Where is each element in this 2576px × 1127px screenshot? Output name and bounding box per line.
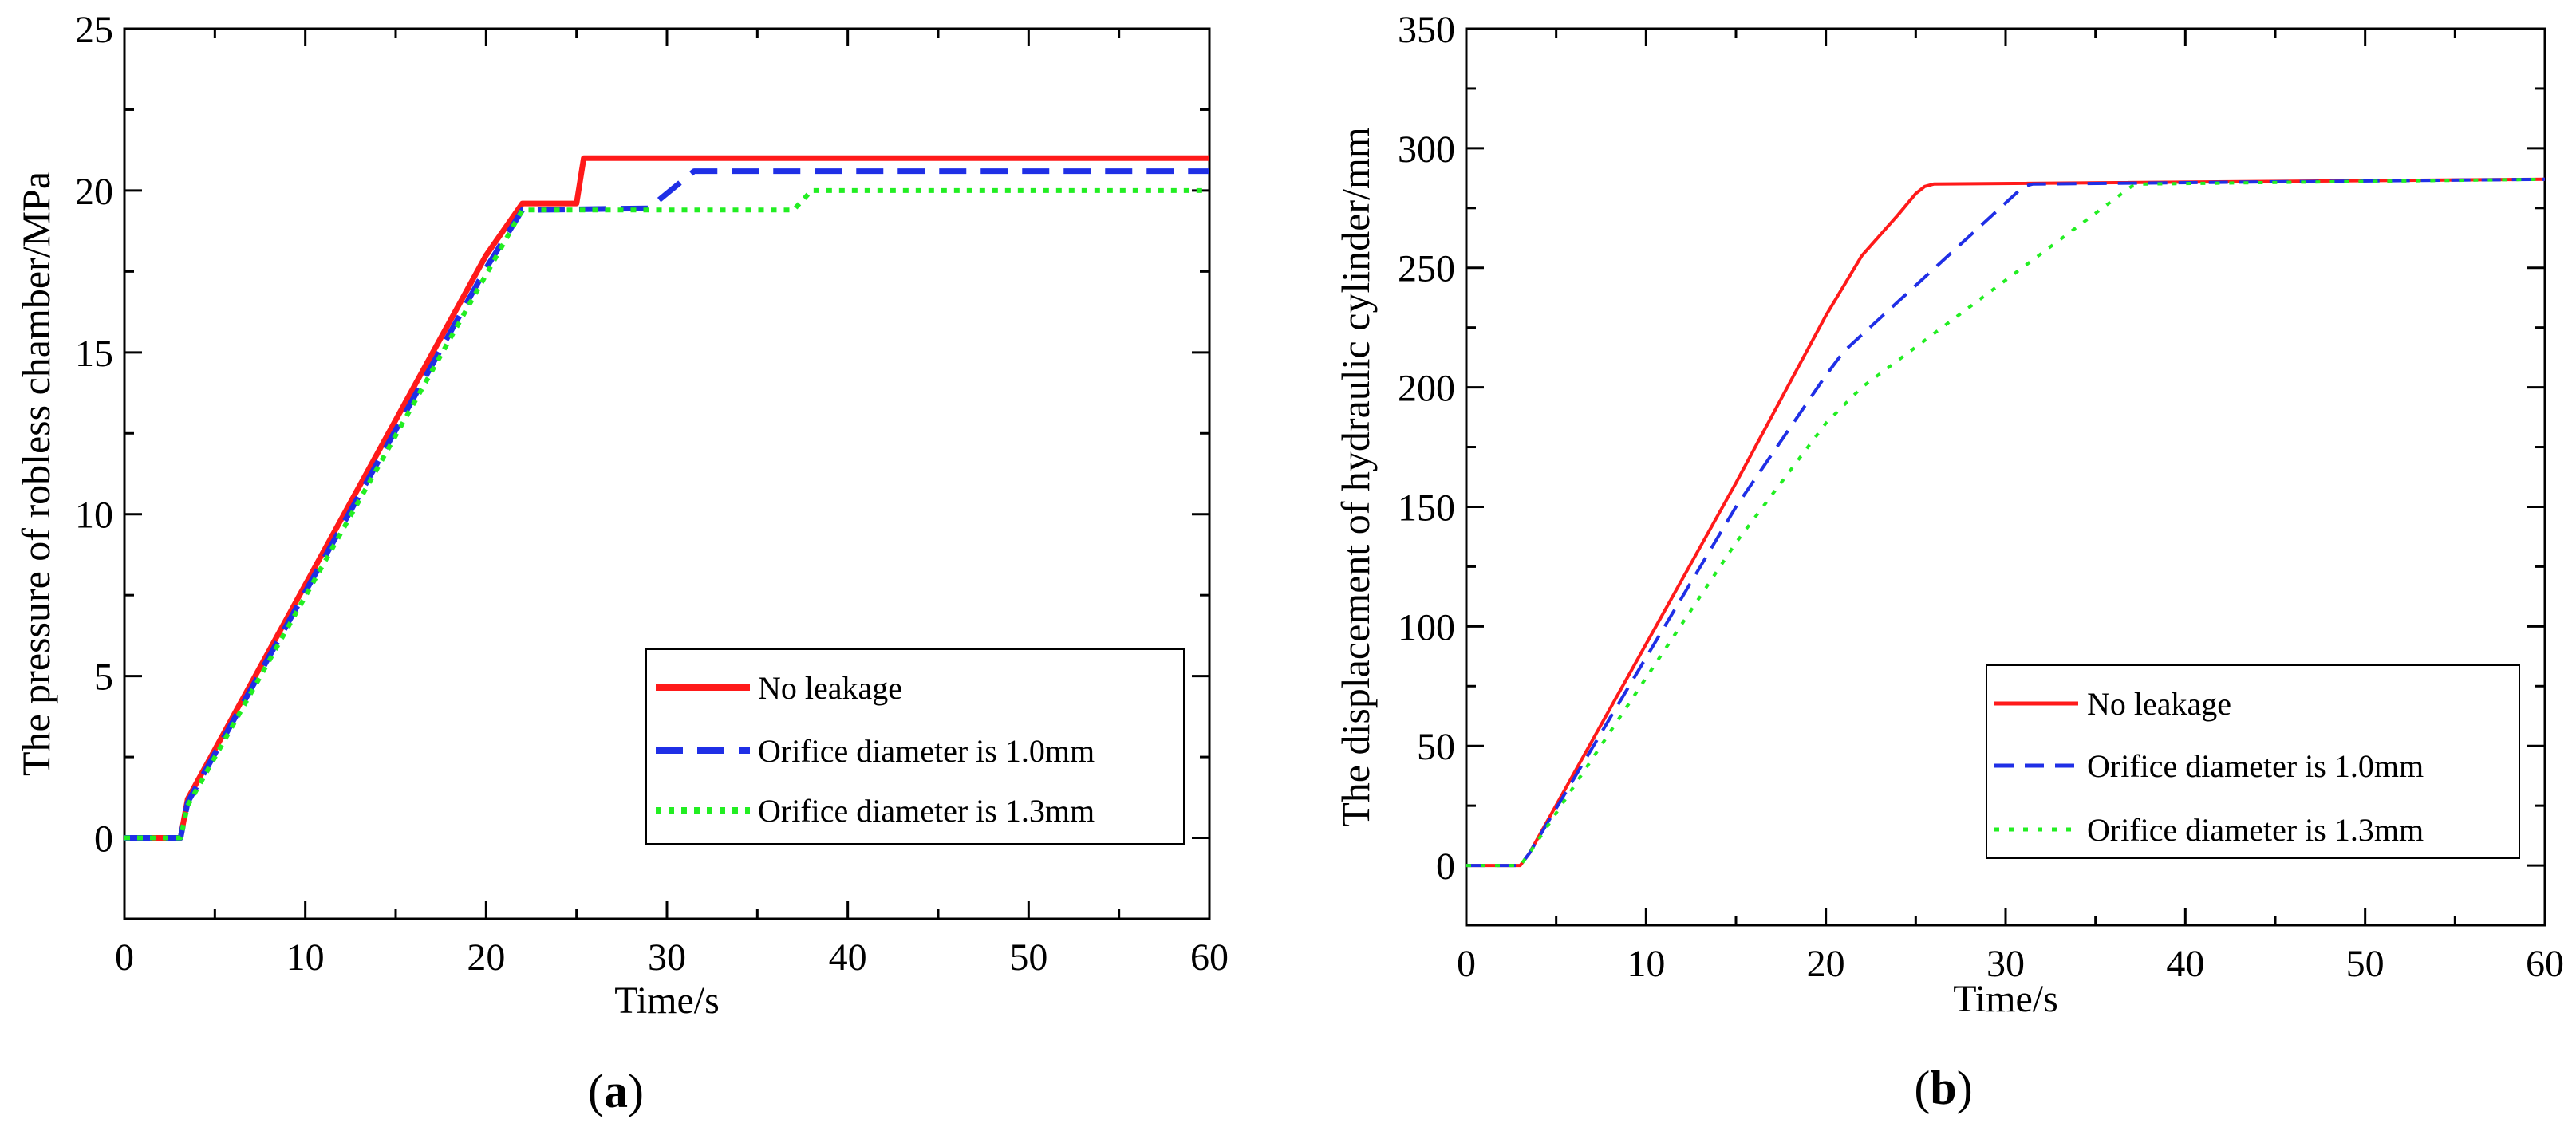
series-group-b bbox=[1466, 177, 2545, 868]
x-tick-label: 40 bbox=[2166, 943, 2204, 985]
y-tick-label: 5 bbox=[94, 656, 113, 699]
x-tick-label: 0 bbox=[115, 936, 134, 979]
y-tick-label: 250 bbox=[1398, 248, 1455, 290]
x-tick-label: 30 bbox=[648, 936, 686, 979]
panel-letter-b: b bbox=[1930, 1062, 1956, 1114]
panel-a: 0 10 20 30 40 50 60 0 5 10 15 20 25 Time/s The press… bbox=[14, 9, 1229, 1117]
x-tick-label: 10 bbox=[286, 936, 325, 979]
legend-label-a-2: Orifice diameter is 1.3mm bbox=[758, 793, 1095, 829]
y-tick-label: 0 bbox=[1436, 845, 1455, 888]
legend-label-a-1: Orifice diameter is 1.0mm bbox=[758, 733, 1095, 769]
legend-label-b-0: No leakage bbox=[2087, 686, 2231, 722]
legend-box-b bbox=[1986, 664, 2520, 859]
legend-label-b-1: Orifice diameter is 1.0mm bbox=[2087, 748, 2424, 784]
y-tick-label: 50 bbox=[1417, 726, 1455, 768]
y-tick-label: 350 bbox=[1398, 9, 1455, 51]
y-tick-label: 0 bbox=[94, 818, 113, 861]
x-tick-label: 20 bbox=[467, 936, 505, 979]
x-tick-label: 50 bbox=[2346, 943, 2385, 985]
x-axis-title-a: Time/s bbox=[614, 979, 720, 1022]
panel-b: 0 10 20 30 40 50 60 0 50 100 150 200 250 300 350 Time/… bbox=[1333, 9, 2564, 1114]
y-axis-title-b: The displacement of hydraulic cylinder/m… bbox=[1333, 127, 1378, 827]
series-group-a bbox=[124, 155, 1209, 841]
y-axis-title-a: The pressure of robless chamber/MPa bbox=[14, 171, 58, 776]
legend-label-a-0: No leakage bbox=[758, 670, 902, 706]
x-tick-label: 0 bbox=[1457, 943, 1476, 985]
x-tick-label: 60 bbox=[2526, 943, 2564, 985]
legend-b: No leakage Orifice diameter is 1.0mm Ori… bbox=[1986, 664, 2520, 859]
x-tick-label: 50 bbox=[1009, 936, 1047, 979]
series-line-orifice-diameter-is-1-0mm bbox=[124, 168, 1209, 841]
panel-caption-a: (a) bbox=[588, 1065, 644, 1117]
y-tick-label: 15 bbox=[75, 333, 113, 375]
legend-label-b-2: Orifice diameter is 1.3mm bbox=[2087, 812, 2424, 848]
tick-labels-a: 0 10 20 30 40 50 60 0 5 10 15 20 25 bbox=[75, 9, 1229, 979]
panel-caption-b: (b) bbox=[1914, 1062, 1972, 1114]
x-tick-label: 60 bbox=[1190, 936, 1229, 979]
series-line-orifice-diameter-is-1-3mm bbox=[1466, 177, 2545, 868]
y-tick-label: 300 bbox=[1398, 128, 1455, 171]
y-tick-label: 150 bbox=[1398, 487, 1455, 529]
y-tick-label: 20 bbox=[75, 171, 113, 213]
y-tick-label: 25 bbox=[75, 9, 113, 51]
ticks-b bbox=[1465, 27, 2546, 927]
panel-letter-a: a bbox=[604, 1065, 628, 1117]
x-tick-label: 30 bbox=[1986, 943, 2025, 985]
x-tick-label: 40 bbox=[829, 936, 867, 979]
legend-a: No leakage Orifice diameter is 1.0mm Ori… bbox=[645, 648, 1185, 845]
x-tick-label: 20 bbox=[1807, 943, 1845, 985]
legend-box-a bbox=[645, 648, 1185, 845]
series-line-orifice-diameter-is-1-0mm bbox=[1466, 177, 2545, 868]
tick-labels-b: 0 10 20 30 40 50 60 0 50 100 150 200 250 300 350 bbox=[1398, 9, 2564, 985]
y-tick-label: 200 bbox=[1398, 368, 1455, 410]
y-tick-label: 10 bbox=[75, 495, 113, 537]
x-tick-label: 10 bbox=[1627, 943, 1665, 985]
x-axis-title-b: Time/s bbox=[1953, 978, 2058, 1020]
y-tick-label: 100 bbox=[1398, 606, 1455, 648]
